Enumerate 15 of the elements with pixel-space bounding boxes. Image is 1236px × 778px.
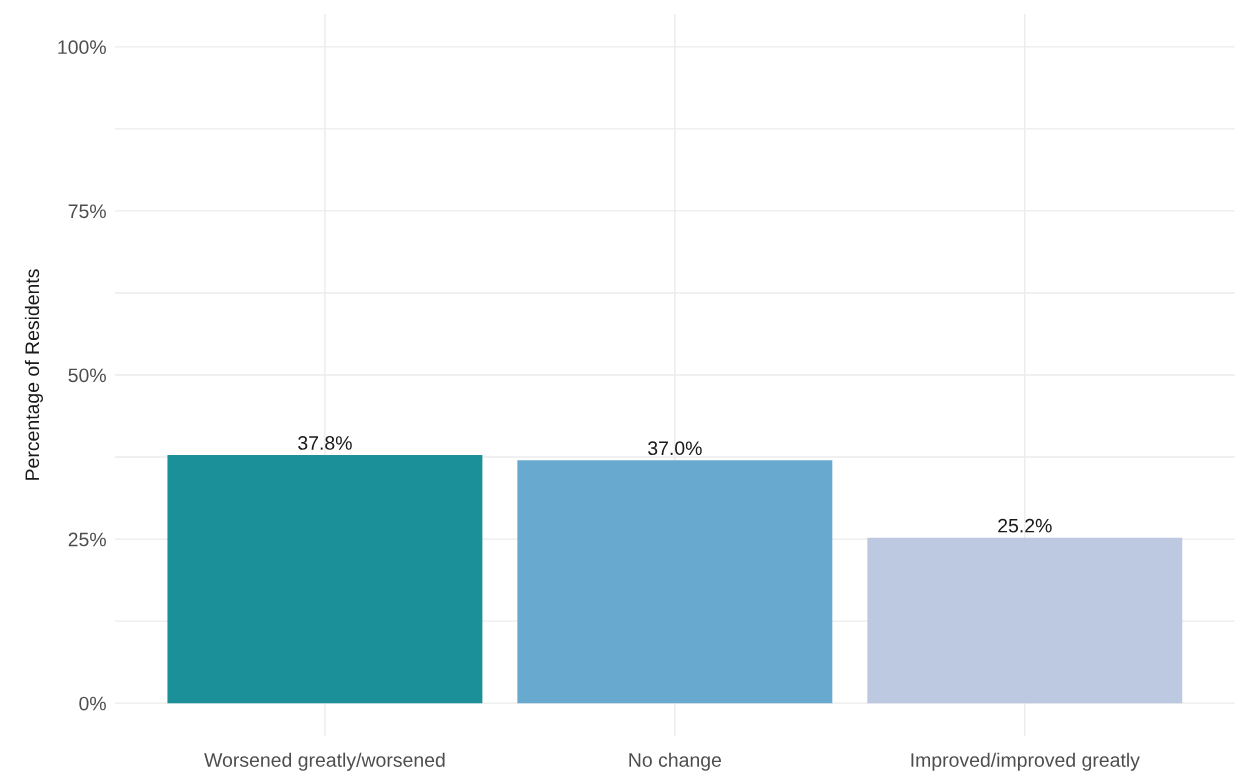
y-tick-label: 100% (58, 40, 106, 55)
bar (167, 455, 483, 704)
x-tick-label: Worsened greatly/worsened (204, 752, 445, 771)
bar (867, 537, 1183, 704)
data-label: 37.0% (648, 441, 702, 456)
y-tick-label: 50% (68, 368, 106, 383)
bar (517, 460, 833, 704)
data-label: 25.2% (998, 518, 1052, 533)
data-label: 37.8% (298, 436, 352, 450)
y-axis-title: Percentage of Residents (24, 269, 43, 480)
x-tick-label: No change (629, 752, 722, 771)
x-tick-label: Improved/improved greatly (911, 752, 1140, 771)
y-tick-label: 25% (68, 532, 106, 547)
y-tick-label: 75% (68, 204, 106, 219)
y-tick-label: 0% (79, 696, 106, 711)
